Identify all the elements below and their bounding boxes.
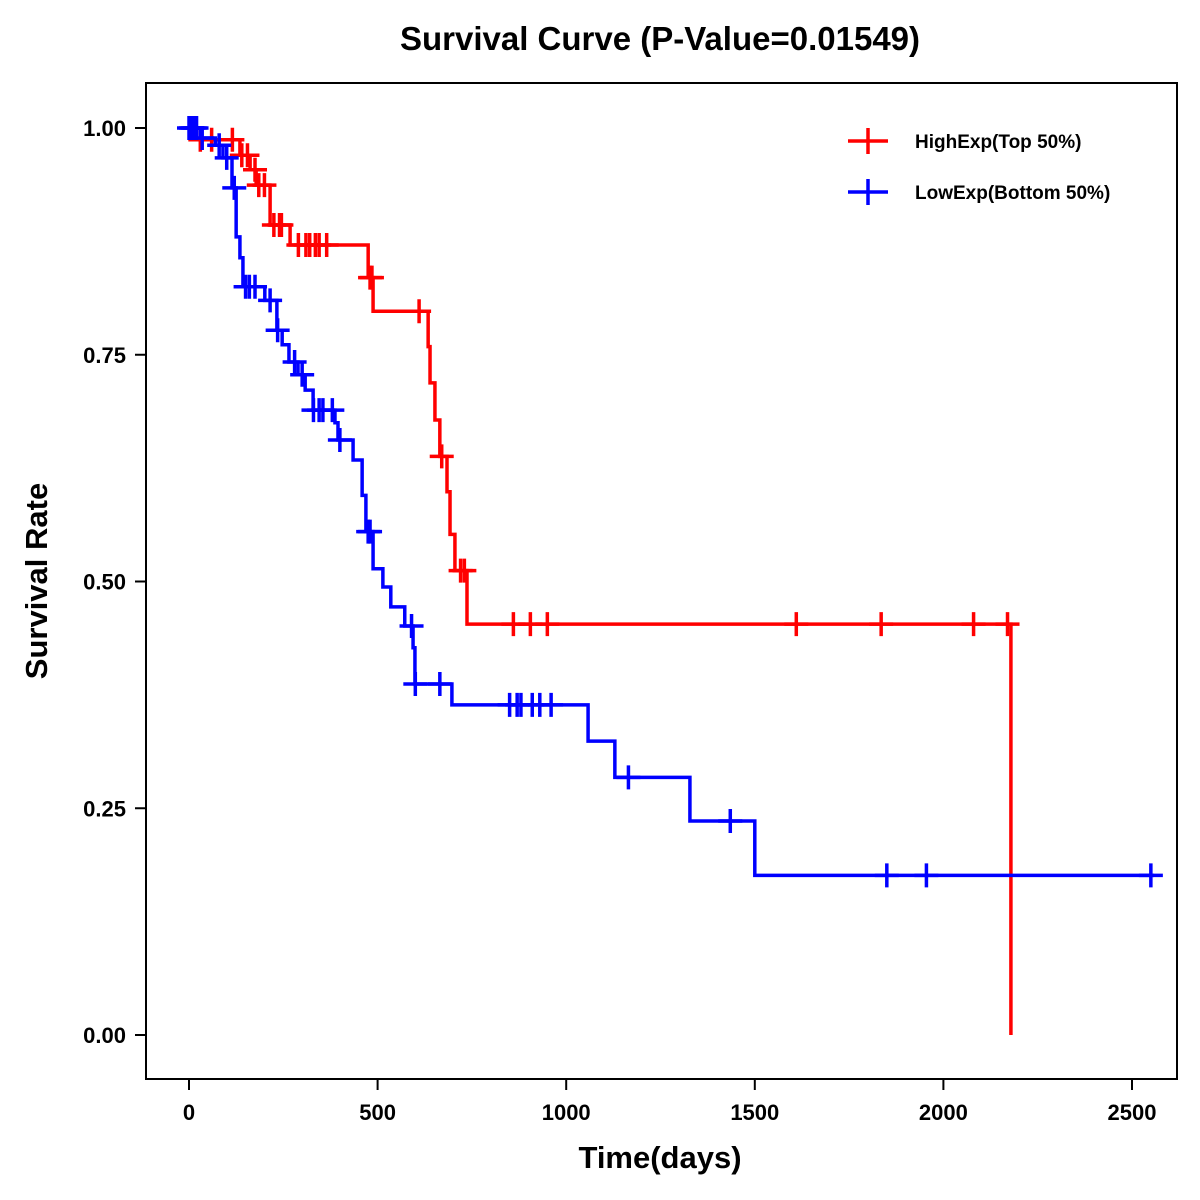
- censor-mark: [320, 398, 345, 423]
- censor-mark: [1138, 863, 1163, 888]
- censor-mark: [874, 863, 899, 888]
- legend-key: [848, 128, 888, 154]
- censor-mark: [358, 519, 383, 544]
- censor-mark: [452, 558, 477, 583]
- censor-mark: [403, 671, 428, 696]
- censor-mark: [290, 362, 315, 387]
- censor-mark: [914, 863, 939, 888]
- x-tick-label: 2000: [919, 1100, 968, 1125]
- censor-mark: [407, 299, 432, 324]
- censor-mark: [282, 350, 307, 375]
- censor-mark: [235, 143, 260, 168]
- y-axis: 0.00 0.25 0.50 0.75 1.00: [83, 116, 146, 1048]
- censor-mark: [314, 233, 339, 258]
- censor-mark: [616, 765, 641, 790]
- censor-mark: [269, 213, 294, 238]
- censor-mark: [327, 428, 352, 453]
- censor-mark: [539, 692, 564, 717]
- x-axis: 0 500 1000 1500 2000 2500: [183, 1079, 1157, 1125]
- censor-mark: [359, 265, 384, 290]
- censor-mark: [243, 157, 268, 182]
- y-tick-label: 0.00: [83, 1023, 126, 1048]
- censor-mark: [784, 612, 809, 637]
- censor-mark: [220, 127, 245, 152]
- censor-mark: [995, 612, 1020, 637]
- censor-mark: [718, 808, 743, 833]
- x-tick-label: 0: [183, 1100, 195, 1125]
- y-axis-label: Survival Rate: [19, 483, 54, 679]
- x-tick-label: 2500: [1108, 1100, 1157, 1125]
- censor-mark: [535, 612, 560, 637]
- y-tick-label: 1.00: [83, 116, 126, 141]
- chart-title: Survival Curve (P-Value=0.01549): [400, 20, 920, 57]
- censor-mark: [258, 288, 283, 313]
- x-tick-label: 1000: [542, 1100, 591, 1125]
- plot-frame: [145, 82, 1178, 1080]
- censor-mark: [252, 173, 277, 198]
- censor-mark: [399, 613, 424, 638]
- x-tick-label: 1500: [730, 1100, 779, 1125]
- y-tick-label: 0.25: [83, 796, 126, 821]
- legend: HighExp(Top 50%) LowExp(Bottom 50%): [848, 128, 1110, 205]
- censor-mark: [243, 274, 268, 299]
- curves: [177, 116, 1163, 1035]
- censor-mark: [184, 116, 209, 140]
- survival-curve-low: [189, 126, 1154, 878]
- survival-curve-high: [189, 126, 1013, 1035]
- y-tick-label: 0.75: [83, 343, 126, 368]
- censor-mark: [214, 145, 239, 170]
- censor-mark: [429, 444, 454, 469]
- x-tick-label: 500: [359, 1100, 396, 1125]
- y-tick-label: 0.50: [83, 570, 126, 595]
- censor-mark: [265, 318, 290, 343]
- legend-label: LowExp(Bottom 50%): [915, 183, 1110, 204]
- legend-label: HighExp(Top 50%): [915, 132, 1081, 153]
- censor-mark: [207, 133, 232, 158]
- x-axis-label: Time(days): [578, 1140, 741, 1175]
- legend-key: [848, 179, 888, 205]
- censor-mark: [869, 612, 894, 637]
- censor-mark: [222, 175, 247, 200]
- censor-mark: [427, 671, 452, 696]
- censor-mark: [190, 125, 215, 150]
- censor-mark: [961, 612, 986, 637]
